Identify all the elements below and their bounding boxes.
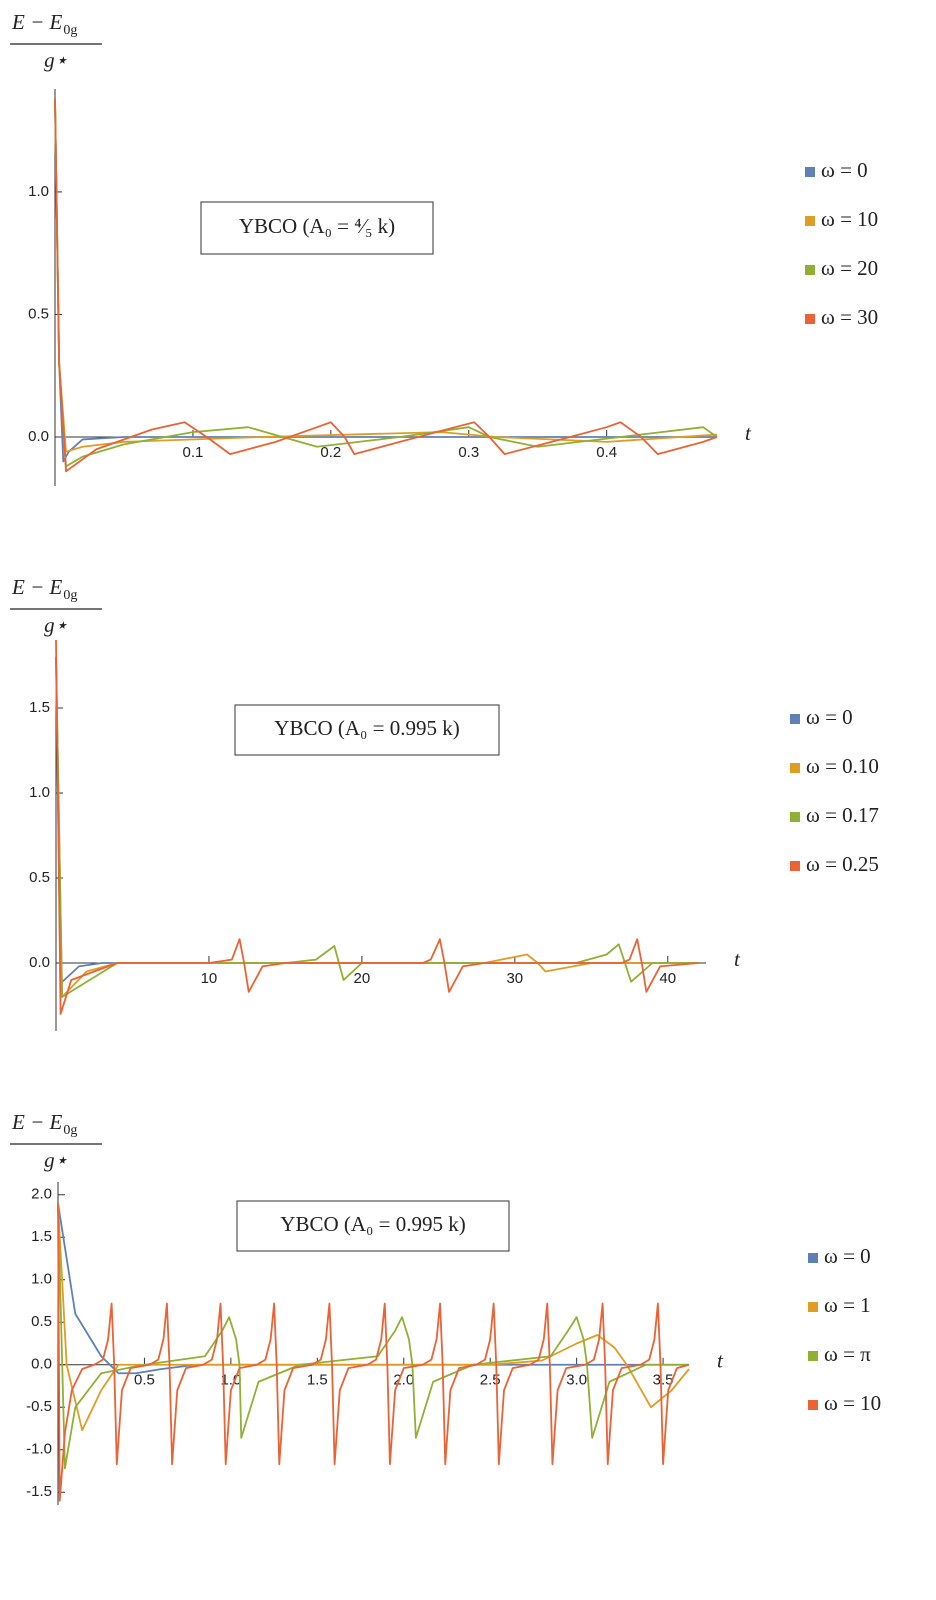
- x-tick-label: 0.2: [320, 444, 341, 461]
- annotation: YBCO (A₀ = 0.995 k): [280, 1212, 465, 1236]
- legend-swatch: [790, 861, 800, 871]
- x-tick-label: 0.5: [134, 1372, 155, 1389]
- series-line: [57, 1203, 689, 1470]
- legend-label: ω = 1: [824, 1293, 871, 1317]
- y-tick-label: 0.5: [29, 869, 50, 886]
- x-tick-label: 20: [354, 970, 371, 987]
- annotation-box: [236, 1200, 510, 1252]
- y-tick-label: 0.0: [28, 428, 49, 445]
- legend-label: ω = 20: [821, 256, 878, 280]
- x-tick-label: 0.3: [458, 444, 479, 461]
- y-label-numerator: E − E: [11, 575, 62, 599]
- y-tick-label: 2.0: [31, 1186, 52, 1203]
- y-tick-label: 0.0: [31, 1356, 52, 1373]
- y-label-subscript: 0g: [63, 1123, 77, 1138]
- legend-swatch: [805, 265, 815, 275]
- annotation: YBCO (A₀ = ⁴⁄₅ k): [239, 214, 395, 238]
- legend-label: ω = 10: [821, 207, 878, 231]
- annotation-box: [234, 704, 500, 756]
- series-line: [55, 656, 699, 998]
- series-line: [57, 1203, 690, 1502]
- y-tick-label: -1.0: [26, 1441, 52, 1458]
- y-label-numerator: E − E: [11, 10, 62, 34]
- y-tick-label: 1.0: [31, 1271, 52, 1288]
- legend-label: ω = 10: [824, 1391, 881, 1415]
- y-tick-label: -1.5: [26, 1483, 52, 1500]
- y-label-denominator: g⋆: [44, 1148, 68, 1172]
- series-line: [57, 1203, 690, 1432]
- legend-label: ω = 0: [824, 1244, 871, 1268]
- series-line: [55, 639, 699, 1015]
- x-tick-label: 3.5: [653, 1372, 674, 1389]
- legend-swatch: [805, 314, 815, 324]
- x-axis-label: t: [734, 947, 741, 971]
- series-line: [54, 98, 718, 453]
- y-label-subscript: 0g: [63, 23, 77, 38]
- y-tick-label: 0.5: [31, 1313, 52, 1330]
- y-tick-label: -0.5: [26, 1398, 52, 1415]
- y-tick-label: 0.0: [29, 954, 50, 971]
- series-line: [54, 98, 718, 468]
- y-tick-label: 0.5: [28, 305, 49, 322]
- x-tick-label: 40: [659, 970, 676, 987]
- legend-swatch: [808, 1302, 818, 1312]
- legend-label: ω = 0.10: [806, 754, 879, 778]
- legend-label: ω = 0: [806, 705, 853, 729]
- annotation: YBCO (A₀ = 0.995 k): [274, 716, 459, 740]
- x-axis-label: t: [745, 421, 752, 445]
- legend-swatch: [790, 763, 800, 773]
- legend-label: ω = 0.25: [806, 852, 879, 876]
- legend-swatch: [808, 1253, 818, 1263]
- x-tick-label: 0.4: [596, 444, 617, 461]
- x-tick-label: 3.0: [566, 1372, 587, 1389]
- y-tick-label: 1.0: [29, 784, 50, 801]
- legend-label: ω = 30: [821, 305, 878, 329]
- series-line: [54, 98, 717, 463]
- x-tick-label: 1.5: [307, 1372, 328, 1389]
- x-tick-label: 2.5: [480, 1372, 501, 1389]
- y-label-denominator: g⋆: [44, 48, 68, 72]
- x-tick-label: 0.1: [182, 444, 203, 461]
- x-tick-label: 30: [506, 970, 523, 987]
- y-tick-label: 1.5: [29, 699, 50, 716]
- y-label-subscript: 0g: [63, 588, 77, 603]
- legend-swatch: [790, 714, 800, 724]
- legend-label: ω = 0: [821, 158, 868, 182]
- series-line: [54, 98, 718, 473]
- y-label-numerator: E − E: [11, 1110, 62, 1134]
- legend-label: ω = π: [824, 1342, 871, 1366]
- x-tick-label: 10: [201, 970, 218, 987]
- legend-label: ω = 0.17: [806, 803, 879, 827]
- legend-swatch: [808, 1351, 818, 1361]
- legend-swatch: [805, 216, 815, 226]
- y-label-denominator: g⋆: [44, 613, 68, 637]
- y-tick-label: 1.5: [31, 1228, 52, 1245]
- x-axis-label: t: [717, 1349, 724, 1373]
- legend-swatch: [790, 812, 800, 822]
- annotation-box: [200, 201, 434, 255]
- legend-swatch: [805, 167, 815, 177]
- x-tick-label: 2.0: [393, 1372, 414, 1389]
- legend-swatch: [808, 1400, 818, 1410]
- y-tick-label: 1.0: [28, 183, 49, 200]
